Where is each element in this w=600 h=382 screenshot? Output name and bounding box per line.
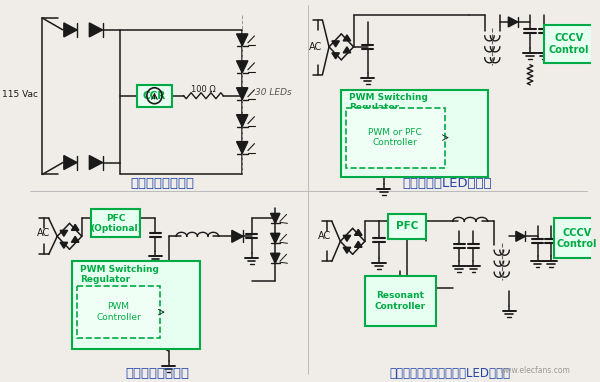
Polygon shape bbox=[343, 47, 351, 53]
Bar bbox=[388, 214, 426, 239]
Polygon shape bbox=[64, 23, 77, 37]
Polygon shape bbox=[89, 23, 103, 37]
Text: 双段式功率因数校正隔离LED驱动器: 双段式功率因数校正隔离LED驱动器 bbox=[389, 367, 511, 380]
Text: PFC: PFC bbox=[396, 221, 419, 231]
Polygon shape bbox=[516, 231, 526, 241]
Bar bbox=[365, 276, 436, 326]
Text: 非隔离降压驱动器: 非隔离降压驱动器 bbox=[125, 367, 189, 380]
Text: PWM or PFC
Controller: PWM or PFC Controller bbox=[368, 128, 422, 147]
Polygon shape bbox=[71, 236, 79, 242]
Text: PWM Switching
Regulator: PWM Switching Regulator bbox=[80, 264, 159, 284]
Bar bbox=[73, 261, 200, 349]
Polygon shape bbox=[60, 230, 68, 236]
Polygon shape bbox=[236, 115, 248, 126]
Polygon shape bbox=[332, 53, 340, 59]
Polygon shape bbox=[71, 224, 79, 230]
Polygon shape bbox=[89, 155, 103, 170]
Polygon shape bbox=[236, 142, 248, 154]
Polygon shape bbox=[355, 241, 362, 247]
Bar bbox=[341, 90, 488, 178]
Text: 115 Vac: 115 Vac bbox=[2, 90, 38, 99]
Text: CCR: CCR bbox=[143, 91, 166, 101]
Polygon shape bbox=[271, 214, 280, 223]
Polygon shape bbox=[343, 247, 351, 253]
Text: PWM Switching
Regulator: PWM Switching Regulator bbox=[349, 93, 428, 112]
Polygon shape bbox=[343, 235, 351, 241]
Polygon shape bbox=[271, 253, 280, 263]
Text: 100 Ω: 100 Ω bbox=[191, 85, 216, 94]
Polygon shape bbox=[236, 34, 248, 46]
Text: CCCV
Control: CCCV Control bbox=[548, 33, 589, 55]
Polygon shape bbox=[355, 229, 362, 235]
Polygon shape bbox=[64, 155, 77, 170]
Polygon shape bbox=[60, 242, 68, 248]
Polygon shape bbox=[271, 233, 280, 243]
Text: PWM
Controller: PWM Controller bbox=[96, 303, 141, 322]
Bar bbox=[77, 286, 160, 338]
Polygon shape bbox=[236, 88, 248, 100]
Bar bbox=[91, 209, 140, 237]
Bar bbox=[554, 219, 600, 258]
Bar bbox=[137, 85, 172, 107]
Text: AC: AC bbox=[317, 231, 331, 241]
Polygon shape bbox=[236, 61, 248, 73]
Text: CCCV
Control: CCCV Control bbox=[557, 228, 598, 249]
Bar bbox=[346, 108, 445, 168]
Text: AC: AC bbox=[37, 228, 50, 238]
Polygon shape bbox=[343, 35, 351, 41]
Text: Resonant
Controller: Resonant Controller bbox=[374, 291, 425, 311]
Text: 单段反激式LED驱动器: 单段反激式LED驱动器 bbox=[402, 177, 492, 190]
Polygon shape bbox=[508, 17, 518, 27]
Text: www.elecfans.com: www.elecfans.com bbox=[499, 366, 570, 376]
Text: AC: AC bbox=[309, 42, 322, 52]
Text: 30 LEDs: 30 LEDs bbox=[256, 88, 292, 97]
Text: 非隔离线性驱动器: 非隔离线性驱动器 bbox=[130, 177, 194, 190]
Polygon shape bbox=[232, 230, 243, 242]
Polygon shape bbox=[332, 41, 340, 47]
Bar bbox=[544, 25, 593, 63]
Text: PFC
(Optional): PFC (Optional) bbox=[90, 214, 142, 233]
